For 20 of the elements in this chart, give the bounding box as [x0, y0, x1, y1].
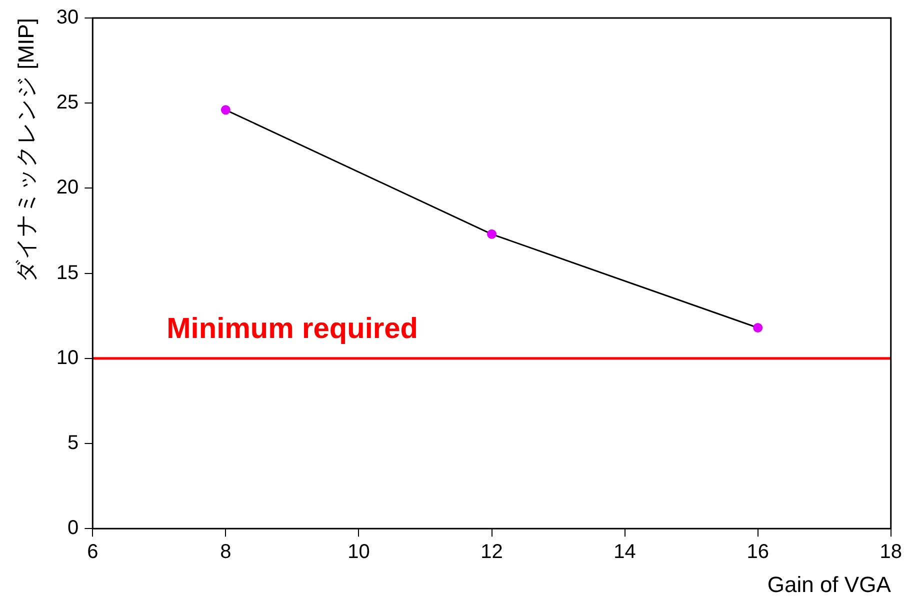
x-tick-label: 6 — [87, 541, 98, 564]
point — [220, 105, 230, 115]
ref-line-label: Minimum required — [166, 312, 418, 345]
y-tick-label: 25 — [56, 92, 79, 114]
x-tick-label: 10 — [348, 541, 370, 564]
y-axis-title: ダイナミックレンジ [MIP] — [13, 18, 38, 282]
y-tick-label: 20 — [56, 176, 79, 199]
y-tick-label: 0 — [68, 517, 79, 540]
x-tick-label: 12 — [480, 541, 503, 564]
x-tick-label: 18 — [880, 541, 902, 564]
point — [753, 323, 763, 333]
y-tick-label: 15 — [56, 262, 79, 284]
y-tick-label: 10 — [56, 346, 79, 369]
y-tick-label: 5 — [68, 432, 79, 454]
point — [487, 229, 497, 239]
x-tick-label: 14 — [614, 541, 636, 564]
y-tick-label: 30 — [56, 6, 79, 29]
x-tick-label: 16 — [746, 541, 769, 564]
x-axis-title: Gain of VGA — [767, 572, 892, 597]
x-tick-label: 8 — [220, 541, 232, 564]
